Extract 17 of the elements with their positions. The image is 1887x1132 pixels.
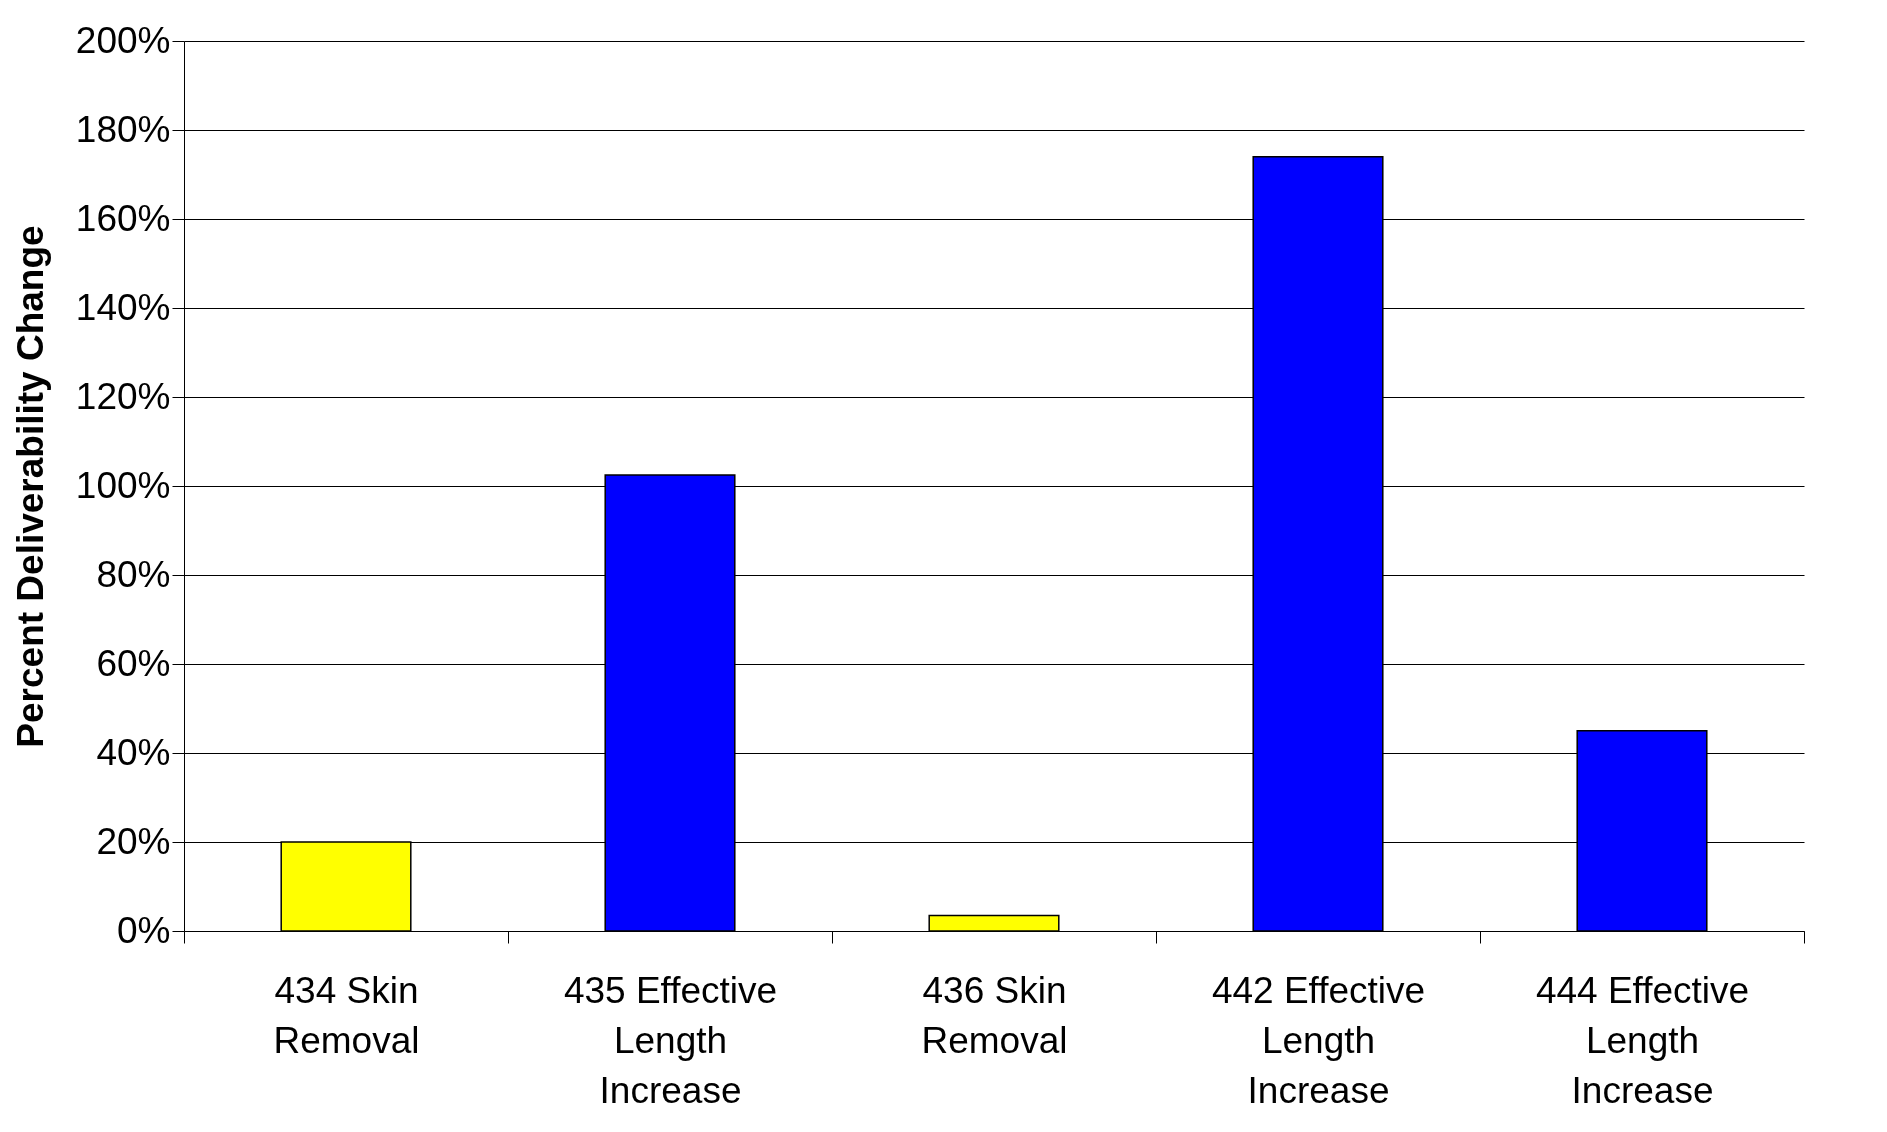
x-tick-label: 442 Effective Length Increase (1211, 969, 1426, 1111)
y-tick-label: 0% (117, 909, 171, 951)
y-tick-label: 80% (96, 553, 171, 595)
y-tick-label: 60% (96, 642, 171, 684)
y-tick-label: 120% (75, 375, 171, 417)
y-tick-label: 200% (75, 19, 171, 61)
y-tick-label: 160% (75, 197, 171, 239)
y-tick-label: 40% (96, 731, 171, 773)
x-tick-label: 434 Skin Removal (273, 969, 420, 1061)
y-tick-label: 100% (75, 464, 171, 506)
x-tick-label: 444 Effective Length Increase (1535, 969, 1750, 1111)
y-axis-title: Percent Deliverability Change (9, 225, 51, 748)
x-tick-label: 436 Skin Removal (921, 969, 1068, 1061)
x-tick-label: 435 Effective Length Increase (563, 969, 778, 1111)
y-tick-label: 140% (75, 286, 171, 328)
y-tick-label: 180% (75, 108, 171, 150)
y-tick-label: 20% (96, 820, 171, 862)
